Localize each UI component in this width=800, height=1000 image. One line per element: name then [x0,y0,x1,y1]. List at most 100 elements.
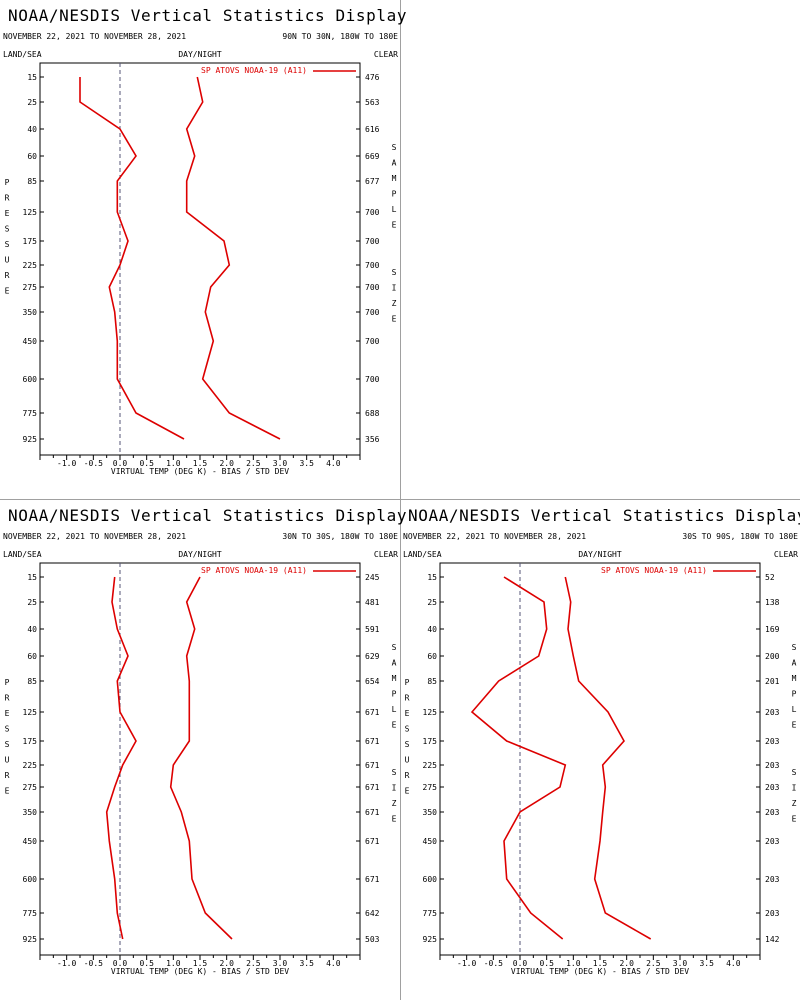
sample-label-letter: L [392,205,397,214]
sample-size-label: 700 [365,261,380,270]
pressure-tick-label: 125 [23,208,38,217]
panel-separator-horizontal [0,499,800,500]
pressure-tick-label: 275 [23,283,38,292]
pressure-tick-label: 925 [23,935,38,944]
pressure-tick-label: 350 [423,808,438,817]
series-line-std-dev [564,576,652,940]
legend-label: SP ATOVS NOAA-19 (A11) [201,566,307,575]
plot-frame [39,562,361,956]
pressure-label-letter: R [405,694,410,703]
sample-label-letter: M [392,174,397,183]
region: 30N TO 30S, 180W TO 180E [282,532,398,541]
pressure-label-letter: P [5,178,10,187]
x-tick-label: 3.0 [273,459,288,468]
land-sea-label: LAND/SEA [3,50,42,59]
pressure-tick-label: 25 [427,598,437,607]
sample-size-label: 245 [365,573,380,582]
pressure-tick-label: 600 [23,875,38,884]
x-tick-label: 2.5 [646,959,661,968]
sample-label-letter: M [792,674,797,683]
pressure-label-letter: R [5,271,10,280]
x-tick-label: 3.5 [299,459,314,468]
plot-frame [39,62,361,456]
sample-label-letter: P [792,690,797,699]
sample-size-label: 671 [365,761,380,770]
pressure-label-letter: R [5,694,10,703]
pressure-tick-label: 125 [23,708,38,717]
pressure-label-letter: P [405,678,410,687]
pressure-tick-label: 175 [23,737,38,746]
clear-label: CLEAR [774,550,798,559]
pressure-label-letter: E [5,287,10,296]
pressure-tick-label: 175 [23,237,38,246]
size-label-letter: I [792,784,797,793]
pressure-label-letter: U [5,756,10,765]
date-range: NOVEMBER 22, 2021 TO NOVEMBER 28, 2021 [403,532,586,541]
x-tick-label: 2.5 [246,459,261,468]
x-tick-label: 1.5 [193,459,208,468]
series-line-std-dev [169,576,233,940]
sample-size-label: 356 [365,435,380,444]
pressure-label-letter: S [5,225,10,234]
x-tick-label: 3.5 [699,959,714,968]
x-tick-label: 2.5 [246,959,261,968]
x-tick-label: 0.0 [113,459,128,468]
pressure-tick-label: 600 [423,875,438,884]
sample-size-label: 700 [365,208,380,217]
sample-size-label: 671 [365,708,380,717]
chart-svg: NOAA/NESDIS Vertical Statistics Display N… [3,6,406,476]
chart-title: NOAA/NESDIS Vertical Statistics Display [8,506,407,525]
pressure-label-letter: E [5,709,10,718]
series-line-bias [79,77,185,440]
date-range: NOVEMBER 22, 2021 TO NOVEMBER 28, 2021 [3,32,186,41]
size-label-letter: E [392,815,397,824]
pressure-label-letter: E [405,709,410,718]
size-label-letter: Z [392,299,397,308]
pressure-tick-label: 15 [427,573,437,582]
x-axis-label: VIRTUAL TEMP (DEG K) - BIAS / STD DEV [111,467,289,476]
x-tick-label: -0.5 [484,959,503,968]
size-label-letter: S [392,768,397,777]
pressure-tick-label: 225 [23,761,38,770]
pressure-tick-label: 25 [27,598,37,607]
pressure-tick-label: 600 [23,375,38,384]
pressure-tick-label: 225 [423,761,438,770]
sample-size-label: 138 [765,598,780,607]
sample-size-label: 700 [365,337,380,346]
sample-label-letter: L [792,705,797,714]
sample-label-letter: P [392,190,397,199]
x-tick-label: 0.5 [539,959,554,968]
x-axis-label: VIRTUAL TEMP (DEG K) - BIAS / STD DEV [111,967,289,976]
sample-label-letter: E [392,721,397,730]
sample-size-label: 671 [365,783,380,792]
pressure-tick-label: 175 [423,737,438,746]
sample-size-label: 563 [365,98,380,107]
pressure-label-letter: P [5,678,10,687]
day-night-label: DAY/NIGHT [578,550,622,559]
pressure-tick-label: 125 [423,708,438,717]
x-tick-label: -1.0 [57,459,76,468]
sample-size-label: 476 [365,73,380,82]
panel-separator-vertical [400,0,401,1000]
size-label-letter: E [392,315,397,324]
chart-panel-30s-90s: NOAA/NESDIS Vertical Statistics Display N… [400,500,800,1000]
pressure-label-letter: R [405,771,410,780]
sample-size-label: 203 [765,737,780,746]
pressure-tick-label: 450 [23,337,38,346]
sample-size-label: 616 [365,125,380,134]
size-label-letter: E [792,815,797,824]
x-tick-label: 3.0 [673,959,688,968]
pressure-tick-label: 775 [23,409,38,418]
x-tick-label: 3.0 [273,959,288,968]
pressure-tick-label: 60 [427,652,437,661]
pressure-tick-label: 85 [27,177,37,186]
pressure-tick-label: 275 [23,783,38,792]
sample-size-label: 169 [765,625,780,634]
sample-size-label: 203 [765,808,780,817]
sample-label-letter: A [392,659,397,668]
sample-size-label: 203 [765,708,780,717]
sample-size-label: 142 [765,935,780,944]
x-tick-label: 2.0 [219,959,234,968]
sample-size-label: 203 [765,837,780,846]
sample-size-label: 700 [365,237,380,246]
